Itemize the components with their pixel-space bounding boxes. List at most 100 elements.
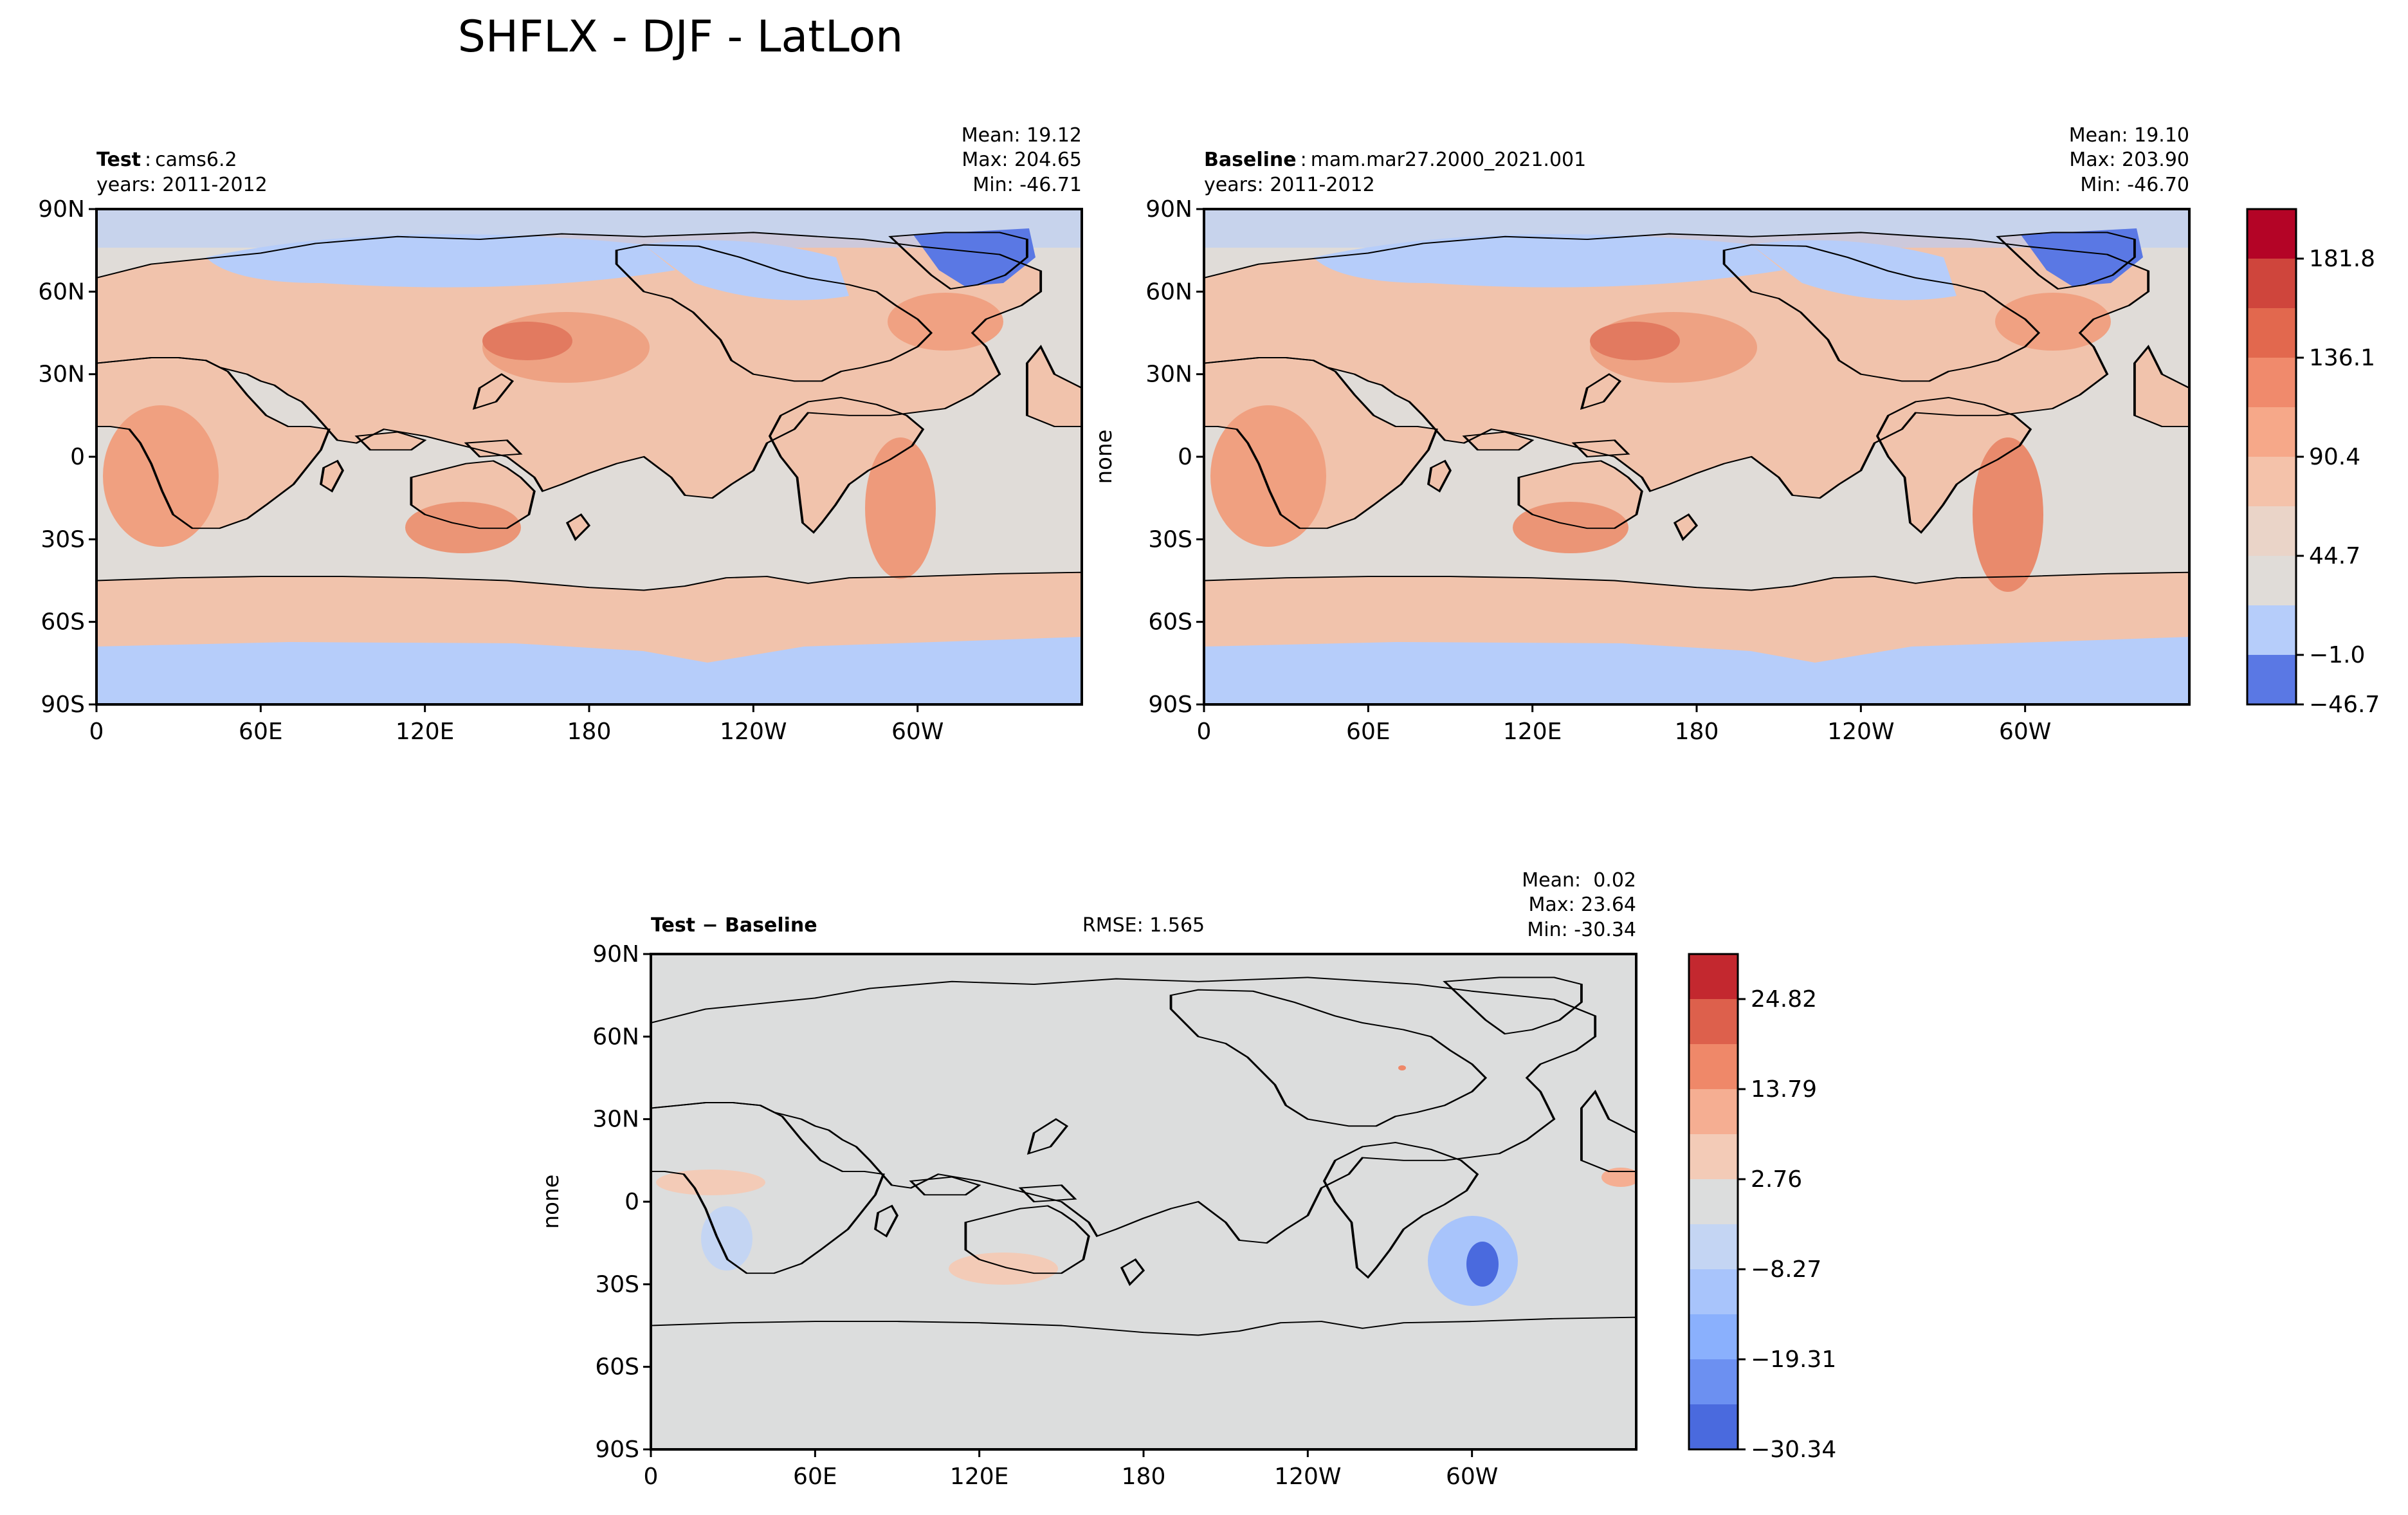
test-africa-warm: [103, 405, 219, 547]
baseline-siberia-cold: [1313, 234, 1783, 288]
colorbar-segment: [2247, 506, 2296, 556]
difference-australia-warm: [949, 1253, 1058, 1285]
colorbar-tick-label: −19.31: [1751, 1346, 1836, 1373]
baseline-samerica-warm: [1973, 437, 2043, 592]
colorbar-top: 181.8 136.1 90.4 44.7 −1.0 −46.7: [2246, 208, 2380, 718]
test-label-bold: Test: [96, 149, 141, 171]
colorbar-tick-label: 13.79: [1751, 1076, 1817, 1103]
difference-stat-max: Max: 23.64: [1528, 894, 1636, 916]
xtick-label: 180: [1122, 1464, 1166, 1490]
xtick-label: 60E: [239, 719, 283, 745]
test-stat-min: Min: -46.71: [972, 174, 1082, 196]
baseline-kuroshio-core: [1590, 322, 1680, 360]
xtick-label: 120W: [1827, 719, 1894, 745]
ytick-label: 0: [1178, 444, 1192, 470]
xtick-label: 0: [1197, 719, 1212, 745]
test-panel: Test: cams6.2 years: 2011-2012 Mean: 19.1…: [38, 124, 1083, 745]
difference-ylabel: none: [538, 1175, 564, 1229]
xtick-label: 60W: [1999, 719, 2051, 745]
ytick-label: 60N: [592, 1024, 639, 1050]
xtick-label: 0: [644, 1464, 659, 1490]
test-stat-max: Max: 204.65: [962, 149, 1082, 171]
colorbar-segment: [1689, 1314, 1738, 1360]
test-kuroshio-core: [482, 322, 572, 360]
ytick-label: 30N: [38, 362, 85, 388]
colorbar-segment: [2247, 358, 2296, 408]
ytick-label: 90S: [595, 1437, 639, 1463]
baseline-stat-min: Min: -46.70: [2080, 174, 2189, 196]
ytick-label: 60S: [41, 609, 85, 636]
difference-yticks: 90N 60N 30N 0 30S 60S 90S: [592, 941, 651, 1463]
baseline-label-bold: Baseline: [1204, 149, 1297, 171]
colorbar-tick-label: −30.34: [1751, 1437, 1836, 1463]
colorbar-segment: [2247, 457, 2296, 507]
colorbar-segment: [2247, 605, 2296, 656]
ytick-label: 90N: [1145, 196, 1192, 223]
difference-rmse: RMSE: 1.565: [1082, 914, 1205, 937]
test-antarctic-cold: [96, 637, 1082, 704]
ytick-label: 30S: [595, 1271, 639, 1298]
ytick-label: 90N: [592, 941, 639, 968]
ytick-label: 30S: [41, 526, 85, 553]
baseline-stat-max: Max: 203.90: [2069, 149, 2189, 171]
baseline-label-sep: :: [1300, 149, 1307, 171]
colorbar-tick-label: 136.1: [2309, 345, 2375, 371]
colorbar-segment: [1689, 1089, 1738, 1135]
test-greenland-cold: [913, 228, 1035, 286]
colorbar-segment: [1689, 1269, 1738, 1315]
colorbar-segment: [1689, 1404, 1738, 1450]
colorbar-segment: [2247, 259, 2296, 309]
difference-background: [651, 954, 1636, 1449]
colorbar-segment: [2247, 556, 2296, 606]
difference-europe-warm: [1601, 1168, 1636, 1187]
ytick-label: 60N: [38, 279, 85, 305]
colorbar-tick-label: −1.0: [2309, 642, 2365, 668]
colorbar-segment: [1689, 1359, 1738, 1405]
baseline-greenland-cold: [2021, 228, 2143, 286]
xtick-label: 60E: [793, 1464, 837, 1490]
test-canada-cold: [643, 240, 849, 300]
baseline-africa-warm: [1210, 405, 1326, 547]
figure-title: SHFLX - DJF - LatLon: [458, 12, 904, 62]
colorbar-tick-label: −46.7: [2309, 692, 2380, 718]
difference-stat-min: Min: -30.34: [1527, 919, 1636, 941]
test-yticks: 90N 60N 30N 0 30S 60S 90S: [38, 196, 96, 718]
baseline-gulfstream-warm: [1995, 293, 2111, 351]
test-years: years: 2011-2012: [96, 174, 268, 196]
colorbar-segment: [2247, 308, 2296, 358]
xtick-label: 60W: [1446, 1464, 1498, 1490]
xtick-label: 120W: [720, 719, 787, 745]
colorbar-segment: [1689, 1224, 1738, 1270]
colorbar-segment: [2247, 655, 2296, 705]
xtick-label: 120W: [1274, 1464, 1341, 1490]
colorbar-segment: [1689, 954, 1738, 1000]
difference-xticks: 0 60E 120E 180 120W 60W: [644, 1449, 1498, 1490]
colorbar-tick-label: 2.76: [1751, 1166, 1802, 1193]
test-xticks: 0 60E 120E 180 120W 60W: [89, 704, 944, 745]
colorbar-bottom: 24.82 13.79 2.76 −8.27 −19.31 −30.34: [1688, 953, 1836, 1463]
baseline-label: Baseline: mam.mar27.2000_2021.001: [1204, 149, 1586, 171]
ytick-label: 30N: [1145, 362, 1192, 388]
test-siberia-cold: [206, 234, 675, 288]
xtick-label: 180: [1675, 719, 1719, 745]
xtick-label: 120E: [1503, 719, 1562, 745]
colorbar-segment: [1689, 999, 1738, 1045]
colorbar-segment: [2247, 209, 2296, 259]
difference-africa-cold: [701, 1206, 752, 1271]
difference-panel: Test − Baseline RMSE: 1.565 Mean: 0.02 M…: [538, 869, 1637, 1490]
test-stat-mean: Mean: 19.12: [962, 124, 1082, 147]
colorbar-tick-label: 24.82: [1751, 986, 1817, 1013]
ytick-label: 90S: [41, 692, 85, 718]
ytick-label: 30S: [1148, 526, 1192, 553]
xtick-label: 180: [567, 719, 612, 745]
colorbar-frame: [1688, 953, 1739, 1451]
colorbar-segment: [2247, 407, 2296, 457]
baseline-yticks: 90N 60N 30N 0 30S 60S 90S: [1145, 196, 1204, 718]
baseline-stat-mean: Mean: 19.10: [2069, 124, 2189, 147]
test-label: Test: cams6.2: [96, 149, 237, 171]
ytick-label: 90N: [38, 196, 85, 223]
difference-label: Test − Baseline: [651, 914, 817, 937]
ytick-label: 60S: [1148, 609, 1192, 636]
difference-sahel-warm: [656, 1170, 765, 1195]
colorbar-tick-label: −8.27: [1751, 1256, 1821, 1283]
